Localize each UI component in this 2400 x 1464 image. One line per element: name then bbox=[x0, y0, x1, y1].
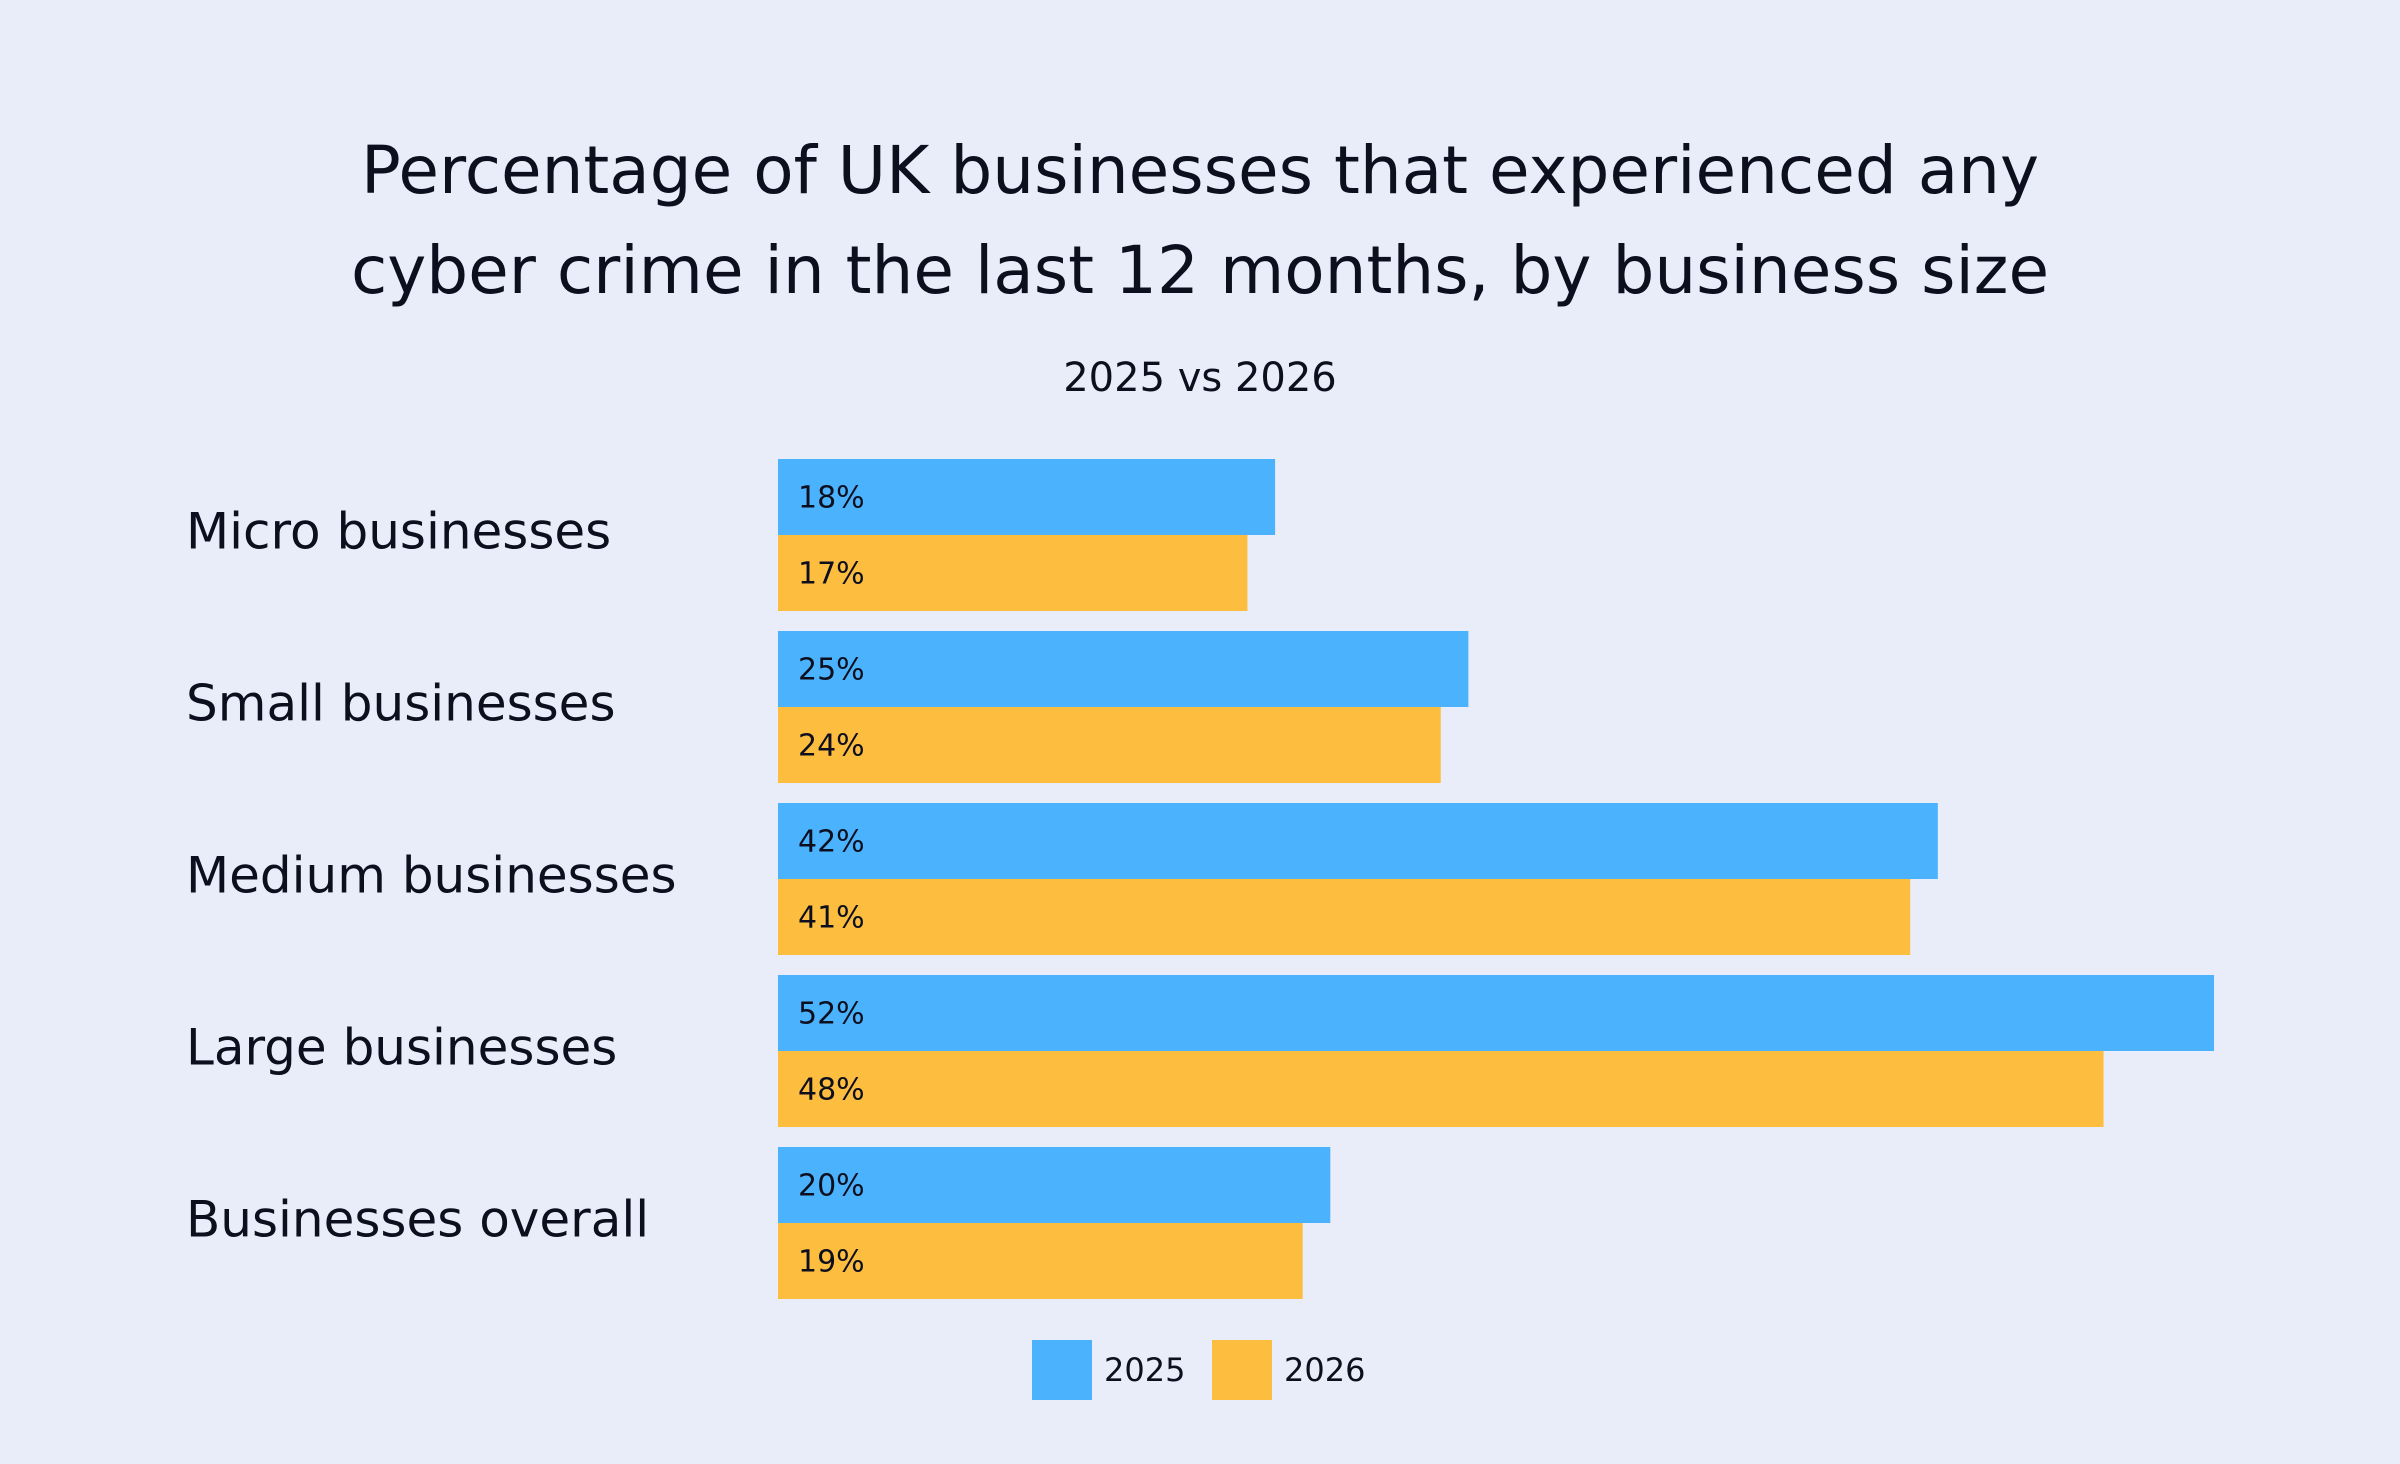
bar bbox=[778, 975, 2214, 1051]
value-label: 20% bbox=[798, 1169, 865, 1204]
chart-title: cyber crime in the last 12 months, by bu… bbox=[351, 232, 2049, 309]
category-label: Small businesses bbox=[186, 675, 616, 733]
bar bbox=[778, 535, 1248, 611]
legend-swatch bbox=[1212, 1340, 1272, 1400]
category-label: Large businesses bbox=[186, 1019, 617, 1077]
value-label: 52% bbox=[798, 997, 865, 1032]
legend-label: 2025 bbox=[1104, 1351, 1185, 1389]
category-label: Businesses overall bbox=[186, 1191, 649, 1249]
category-label: Micro businesses bbox=[186, 503, 611, 561]
value-label: 41% bbox=[798, 901, 865, 936]
category-label: Medium businesses bbox=[186, 847, 677, 905]
bar bbox=[778, 1223, 1303, 1299]
bar bbox=[778, 1051, 2104, 1127]
chart-title: Percentage of UK businesses that experie… bbox=[361, 132, 2039, 209]
value-label: 18% bbox=[798, 481, 865, 516]
value-label: 17% bbox=[798, 557, 865, 592]
value-label: 19% bbox=[798, 1245, 865, 1280]
chart-subtitle: 2025 vs 2026 bbox=[1063, 355, 1337, 401]
value-label: 24% bbox=[798, 729, 865, 764]
bar bbox=[778, 803, 1938, 879]
bar bbox=[778, 1147, 1331, 1223]
bar bbox=[778, 879, 1911, 955]
value-label: 42% bbox=[798, 825, 865, 860]
value-label: 48% bbox=[798, 1073, 865, 1108]
legend-label: 2026 bbox=[1284, 1351, 1365, 1389]
bar bbox=[778, 631, 1469, 707]
bar bbox=[778, 707, 1441, 783]
legend-swatch bbox=[1032, 1340, 1092, 1400]
value-label: 25% bbox=[798, 653, 865, 688]
bar bbox=[778, 459, 1276, 535]
